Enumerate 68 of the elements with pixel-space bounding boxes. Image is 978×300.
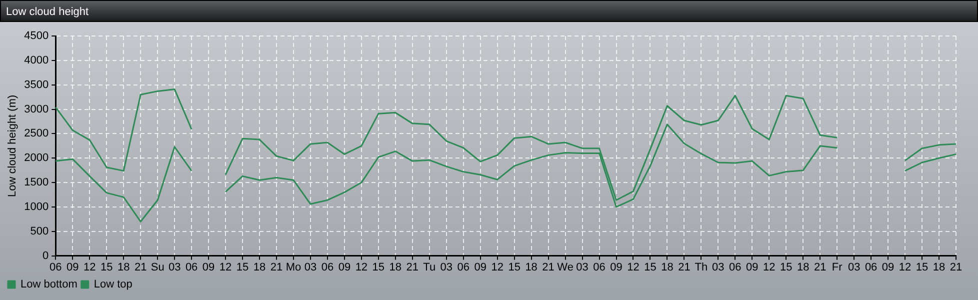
x-tick-label: 21 — [542, 261, 554, 274]
x-tick-label: 03 — [440, 261, 453, 274]
x-tick-label: 09 — [338, 261, 351, 274]
y-tick-label: 4000 — [24, 54, 49, 66]
x-tick-label: 06 — [593, 261, 606, 274]
y-axis-title: Low cloud height (m) — [6, 94, 19, 197]
y-tick-label: 2500 — [24, 128, 49, 140]
x-tick-label: 21 — [678, 261, 690, 274]
x-tick-label: 03 — [712, 261, 724, 274]
legend-label: Low bottom — [20, 278, 78, 291]
x-tick-label: 12 — [763, 261, 776, 274]
x-tick-label: 18 — [253, 261, 266, 274]
x-tick-label: 12 — [84, 261, 96, 274]
x-tick-label: 03 — [168, 261, 181, 274]
x-tick-label: 15 — [780, 261, 792, 274]
x-tick-label: Tu — [423, 261, 436, 274]
x-tick-label: We — [557, 261, 574, 274]
x-tick-label: 03 — [848, 261, 860, 274]
y-tick-label: 2000 — [24, 152, 49, 164]
x-tick-label: 06 — [321, 261, 334, 274]
x-tick-label: 09 — [746, 261, 758, 274]
x-tick-label: 15 — [916, 261, 928, 274]
x-tick-label: 18 — [661, 261, 674, 274]
y-tick-label: 500 — [30, 225, 49, 238]
x-tick-label: 18 — [796, 261, 810, 274]
x-tick-label: 21 — [950, 261, 962, 274]
x-tick-label: 12 — [627, 261, 640, 274]
chart-title: Low cloud height — [0, 0, 978, 22]
y-tick-label: 4500 — [24, 30, 49, 42]
x-tick-label: 18 — [389, 261, 402, 274]
x-tick-label: 09 — [202, 261, 215, 274]
x-tick-label: 06 — [729, 261, 742, 274]
y-tick-label: 3000 — [24, 103, 49, 116]
x-tick-label: 03 — [304, 261, 317, 274]
x-tick-label: Mo — [286, 261, 302, 274]
x-tick-label: 15 — [236, 261, 249, 274]
x-tick-label: 12 — [491, 261, 504, 274]
x-tick-label: Fr — [832, 261, 843, 274]
x-tick-label: 15 — [644, 261, 656, 274]
y-tick-label: 1000 — [24, 200, 49, 213]
x-tick-label: 12 — [219, 261, 232, 274]
x-tick-label: 15 — [372, 261, 385, 274]
x-tick-label: 09 — [610, 261, 622, 274]
x-tick-label: 21 — [134, 261, 147, 274]
x-tick-label: 06 — [457, 261, 470, 274]
x-tick-label: 21 — [814, 261, 826, 274]
x-tick-label: 12 — [355, 261, 368, 274]
y-tick-label: 1500 — [24, 176, 49, 189]
y-tick-label: 3500 — [24, 78, 49, 91]
x-tick-label: 06 — [185, 261, 198, 274]
x-tick-label: 21 — [270, 261, 283, 274]
legend-label: Low top — [94, 278, 132, 291]
x-tick-label: 18 — [525, 261, 538, 274]
x-tick-label: 09 — [474, 261, 486, 274]
x-tick-label: 15 — [100, 261, 113, 274]
x-tick-label: Th — [694, 261, 708, 274]
x-tick-label: 18 — [932, 261, 946, 274]
y-tick-label: 0 — [42, 250, 49, 262]
x-tick-label: Su — [150, 261, 164, 274]
x-tick-label: 03 — [576, 261, 588, 274]
x-tick-label: 09 — [882, 261, 894, 274]
x-tick-label: 06 — [50, 261, 62, 274]
x-tick-label: 21 — [406, 261, 419, 274]
x-tick-label: 09 — [66, 261, 79, 274]
x-tick-label: 18 — [117, 261, 130, 274]
x-tick-label: 06 — [864, 261, 878, 274]
x-tick-label: 15 — [508, 261, 520, 274]
x-tick-label: 12 — [898, 261, 912, 274]
